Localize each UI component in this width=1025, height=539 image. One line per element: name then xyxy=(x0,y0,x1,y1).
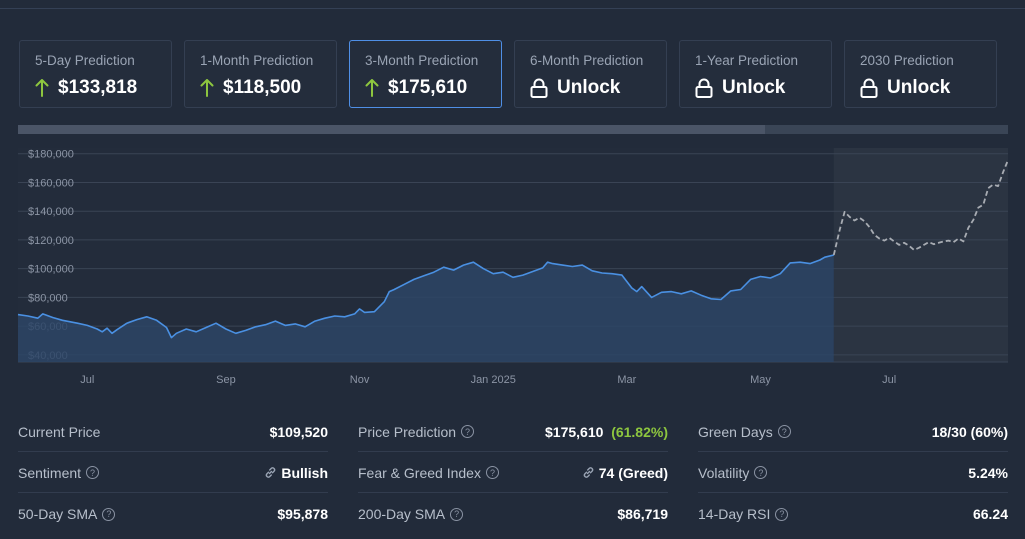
arrow-up-icon xyxy=(365,79,379,97)
stat-label: Current Price xyxy=(18,423,101,440)
stat-label: Sentiment xyxy=(18,464,82,481)
stat-14-day-rsi: 14-Day RSI? 66.24 xyxy=(698,494,1008,534)
lock-icon xyxy=(530,78,548,98)
stat-value: 5.24% xyxy=(968,464,1008,481)
stat-value: $175,610 xyxy=(545,423,604,440)
y-tick-label: $120,000 xyxy=(28,235,74,247)
tab-value: Unlock xyxy=(557,77,621,98)
y-tick-label: $160,000 xyxy=(28,177,74,189)
help-icon[interactable]: ? xyxy=(775,507,789,521)
prediction-tabs: 5-Day Prediction $133,818 1-Month Predic… xyxy=(19,40,999,110)
stat-label: Fear & Greed Index xyxy=(358,464,481,481)
x-tick-label: Jul xyxy=(882,374,896,386)
stat-50-day-sma: 50-Day SMA? $95,878 xyxy=(18,494,328,534)
stat-value: 18/30 (60%) xyxy=(931,423,1008,440)
stat-200-day-sma: 200-Day SMA? $86,719 xyxy=(358,494,668,534)
tab-value: Unlock xyxy=(887,77,951,98)
forecast-price-line xyxy=(832,159,1009,256)
x-tick-label: May xyxy=(750,374,771,386)
stat-sentiment: Sentiment? Bullish xyxy=(18,453,328,493)
tab-5-day-prediction[interactable]: 5-Day Prediction $133,818 xyxy=(19,40,172,108)
stat-label: 14-Day RSI xyxy=(698,506,771,522)
help-icon[interactable]: ? xyxy=(86,466,100,479)
tab-3-month-prediction[interactable]: 3-Month Prediction $175,610 xyxy=(349,40,502,108)
price-chart: $40,000$60,000$80,000$100,000$120,000$14… xyxy=(17,148,1009,386)
tab-2030-prediction[interactable]: 2030 Prediction Unlock xyxy=(844,40,997,108)
stat-label: Price Prediction xyxy=(358,423,457,440)
stat-change-percent: (61.82%) xyxy=(611,423,668,440)
x-tick-label: Sep xyxy=(216,374,236,386)
x-tick-label: Mar xyxy=(617,374,636,386)
stat-value: 66.24 xyxy=(972,506,1008,522)
lock-icon xyxy=(860,78,878,98)
help-icon[interactable]: ? xyxy=(102,507,116,521)
tab-value: $133,818 xyxy=(58,77,138,98)
tab-label: 5-Day Prediction xyxy=(35,53,135,68)
tab-label: 1-Year Prediction xyxy=(695,53,799,68)
tab-value: Unlock xyxy=(722,77,786,98)
stat-current-price: Current Price $109,520 xyxy=(18,412,328,452)
y-tick-label: $80,000 xyxy=(28,292,68,304)
lock-icon xyxy=(695,78,713,98)
stat-price-prediction: Price Prediction? $175,610 (61.82%) xyxy=(358,412,668,452)
forecast-region xyxy=(833,148,1008,362)
chart-scrollbar-thumb[interactable] xyxy=(18,125,766,134)
tab-1-month-prediction[interactable]: 1-Month Prediction $118,500 xyxy=(184,40,337,108)
x-tick-label: Nov xyxy=(350,374,370,386)
help-icon[interactable]: ? xyxy=(461,425,475,438)
tab-1-year-prediction[interactable]: 1-Year Prediction Unlock xyxy=(679,40,832,108)
stat-green-days: Green Days? 18/30 (60%) xyxy=(698,412,1008,452)
x-tick-label: Jan 2025 xyxy=(471,374,516,386)
history-area-fill xyxy=(18,255,834,362)
tab-label: 2030 Prediction xyxy=(860,53,954,68)
y-tick-label: $100,000 xyxy=(28,264,74,276)
link-icon xyxy=(583,467,594,478)
y-tick-label: $140,000 xyxy=(28,206,74,218)
tab-label: 1-Month Prediction xyxy=(200,53,314,68)
tab-value: $118,500 xyxy=(223,77,302,98)
tab-label: 6-Month Prediction xyxy=(530,53,644,68)
stat-value: $86,719 xyxy=(617,506,668,522)
arrow-up-icon xyxy=(35,79,49,97)
stat-value: Bullish xyxy=(281,464,328,481)
history-price-line xyxy=(17,254,834,339)
tab-6-month-prediction[interactable]: 6-Month Prediction Unlock xyxy=(514,40,667,108)
stat-volatility: Volatility? 5.24% xyxy=(698,453,1008,493)
stat-label: Green Days xyxy=(698,423,773,440)
stat-value: 74 (Greed) xyxy=(598,464,668,481)
top-divider xyxy=(0,8,1025,9)
y-tick-label: $180,000 xyxy=(28,149,74,161)
help-icon[interactable]: ? xyxy=(485,466,499,479)
tab-value: $175,610 xyxy=(388,77,468,98)
chart-scrollbar[interactable] xyxy=(18,125,1008,134)
arrow-up-icon xyxy=(200,79,214,97)
link-icon xyxy=(266,467,276,478)
stat-label: Volatility xyxy=(698,464,750,481)
help-icon[interactable]: ? xyxy=(777,425,791,438)
stat-value: $109,520 xyxy=(269,423,328,440)
help-icon[interactable]: ? xyxy=(754,466,768,479)
stat-label: 200-Day SMA xyxy=(358,506,446,522)
stat-value: $95,878 xyxy=(277,506,328,522)
x-tick-label: Jul xyxy=(80,374,94,386)
stat-label: 50-Day SMA xyxy=(18,506,98,522)
stat-fear-greed-index: Fear & Greed Index? 74 (Greed) xyxy=(358,453,668,493)
help-icon[interactable]: ? xyxy=(450,507,464,521)
tab-label: 3-Month Prediction xyxy=(365,53,479,68)
